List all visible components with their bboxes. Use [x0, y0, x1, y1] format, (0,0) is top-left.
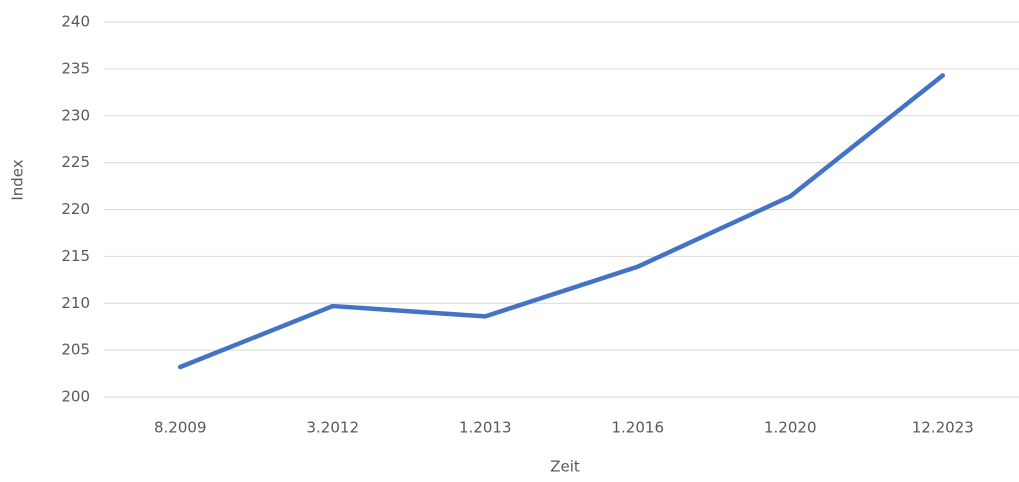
y-tick-label: 235 — [61, 59, 90, 77]
y-tick-label: 225 — [61, 153, 90, 171]
data-line — [178, 73, 945, 370]
y-tick-label: 205 — [61, 341, 90, 359]
y-tick-label: 200 — [61, 388, 90, 406]
x-axis-label: Zeit — [550, 458, 580, 476]
x-tick-label: 1.2020 — [764, 419, 817, 437]
y-tick-label: 220 — [61, 200, 90, 218]
x-tick-label: 3.2012 — [307, 419, 360, 437]
x-tick-label: 1.2013 — [459, 419, 512, 437]
x-tick-label: 8.2009 — [154, 419, 207, 437]
x-tick-label: 1.2016 — [612, 419, 665, 437]
y-tick-label: 230 — [61, 106, 90, 124]
y-tick-label: 215 — [61, 247, 90, 265]
y-tick-label: 240 — [61, 13, 90, 31]
y-tick-label: 210 — [61, 294, 90, 312]
x-tick-label: 12.2023 — [912, 419, 974, 437]
y-axis-label: Index — [9, 159, 27, 200]
